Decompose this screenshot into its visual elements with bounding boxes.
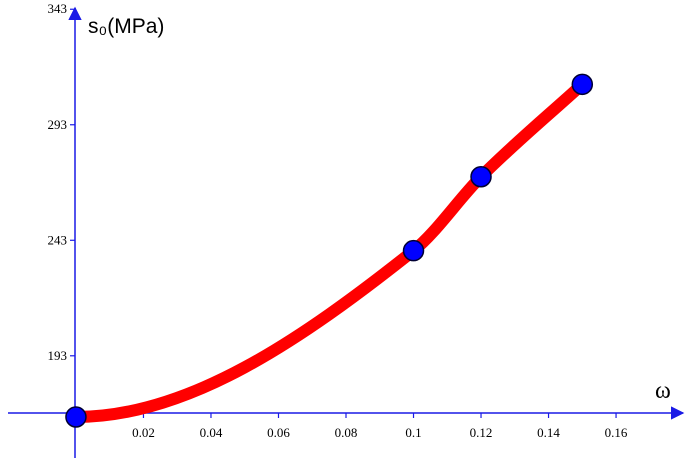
y-tick-label: 293 [48,117,68,132]
data-point [402,239,425,262]
series-line [70,78,589,423]
x-tick-label: 0.12 [470,425,493,440]
data-point [65,406,87,428]
y-tick-label: 193 [48,348,68,363]
x-tick-label: 0.02 [132,425,155,440]
y-ticks: 193 243 293 343 [48,1,75,363]
x-tick-label: 0.04 [200,425,223,440]
x-ticks: 0.02 0.04 0.06 0.08 0.1 0.12 0.14 0.16 [132,413,628,440]
x-tick-label: 0.1 [405,425,421,440]
data-point [571,73,594,96]
y-tick-label: 343 [48,1,68,16]
x-tick-label: 0.14 [537,425,560,440]
x-tick-label: 0.16 [605,425,628,440]
y-axis-title: s₀(MPa) [88,15,164,38]
x-tick-label: 0.06 [267,425,290,440]
data-point [470,165,492,188]
x-tick-label: 0.08 [335,425,358,440]
y-tick-label: 243 [48,232,68,247]
x-axis-title: ω [655,378,671,404]
data-points [65,73,594,428]
